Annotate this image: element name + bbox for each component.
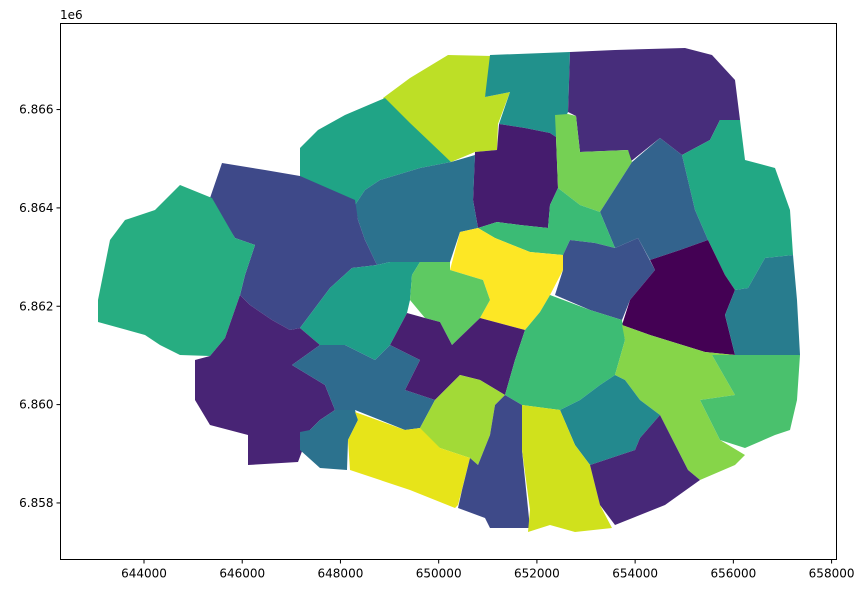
- district-polygon: [458, 395, 530, 528]
- x-tick-label: 654000: [612, 567, 658, 581]
- district-polygon: [195, 295, 335, 465]
- y-tick-label: 6.858: [19, 496, 53, 510]
- district-polygon: [700, 355, 800, 448]
- district-polygon: [682, 120, 793, 290]
- district-polygon: [725, 255, 800, 355]
- axes-frame: [60, 23, 837, 560]
- x-tick-label: 646000: [219, 567, 265, 581]
- district-polygon: [348, 412, 470, 508]
- district-polygon: [355, 155, 478, 265]
- district-polygon: [98, 185, 255, 356]
- district-polygon: [300, 98, 451, 205]
- x-tick-label: 656000: [710, 567, 756, 581]
- district-polygon: [473, 124, 558, 228]
- district-polygon: [410, 262, 490, 345]
- district-polygon: [568, 48, 740, 162]
- district-polygon: [555, 238, 655, 320]
- x-tick-label: 658000: [809, 567, 855, 581]
- y-offset-label: 1e6: [60, 8, 83, 22]
- x-axis: 644000 646000 648000 650000 652000 654000 6560…: [121, 559, 855, 581]
- y-tick-label: 6.860: [19, 398, 53, 412]
- district-polygon: [390, 313, 525, 400]
- district-polygon: [615, 325, 745, 480]
- y-tick-label: 6.864: [19, 201, 53, 215]
- district-polygon: [412, 375, 505, 465]
- district-polygon: [555, 114, 632, 212]
- district-polygon: [478, 188, 615, 255]
- y-tick-label: 6.866: [19, 103, 53, 117]
- district-polygon: [485, 52, 570, 137]
- x-tick-label: 644000: [121, 567, 167, 581]
- y-tick-label: 6.862: [19, 299, 53, 313]
- district-polygon: [522, 405, 612, 532]
- y-axis: 6.858 6.860 6.862 6.864 6.866: [19, 103, 61, 510]
- x-tick-label: 652000: [514, 567, 560, 581]
- district-polygon: [560, 375, 660, 465]
- x-tick-label: 650000: [416, 567, 462, 581]
- district-polygon: [622, 240, 735, 355]
- district-polygon: [292, 345, 435, 430]
- district-polygon: [590, 415, 700, 525]
- district-polygon: [300, 262, 420, 360]
- district-polygon: [300, 410, 358, 470]
- district-polygon: [600, 138, 708, 260]
- district-polygon: [210, 163, 377, 330]
- district-polygon: [505, 295, 625, 410]
- district-polygon: [383, 55, 510, 162]
- x-tick-label: 648000: [318, 567, 364, 581]
- district-polygon: [450, 228, 563, 330]
- districts: [98, 48, 800, 532]
